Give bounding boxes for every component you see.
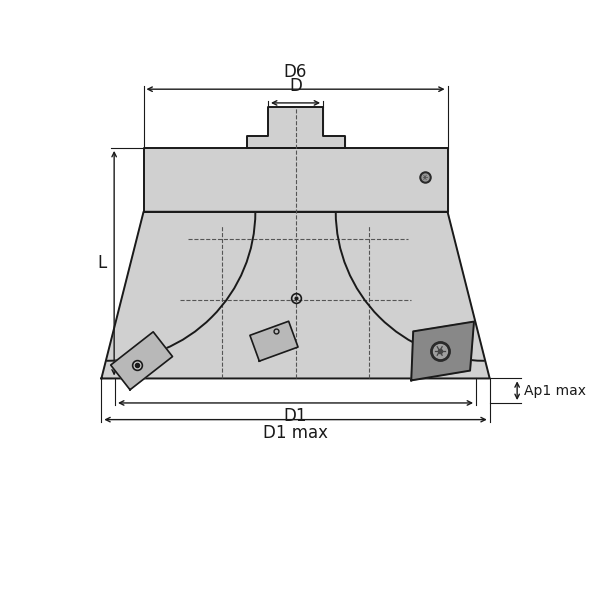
Polygon shape [250, 321, 298, 361]
Polygon shape [247, 107, 344, 148]
Polygon shape [110, 332, 173, 390]
Text: D1: D1 [284, 407, 307, 425]
Text: Ap1 max: Ap1 max [524, 383, 586, 398]
Polygon shape [101, 212, 490, 379]
Text: L: L [97, 254, 106, 272]
Text: D6: D6 [284, 64, 307, 82]
Text: D: D [289, 77, 302, 95]
Polygon shape [411, 322, 474, 380]
Polygon shape [143, 148, 448, 212]
Text: D1 max: D1 max [263, 424, 328, 442]
